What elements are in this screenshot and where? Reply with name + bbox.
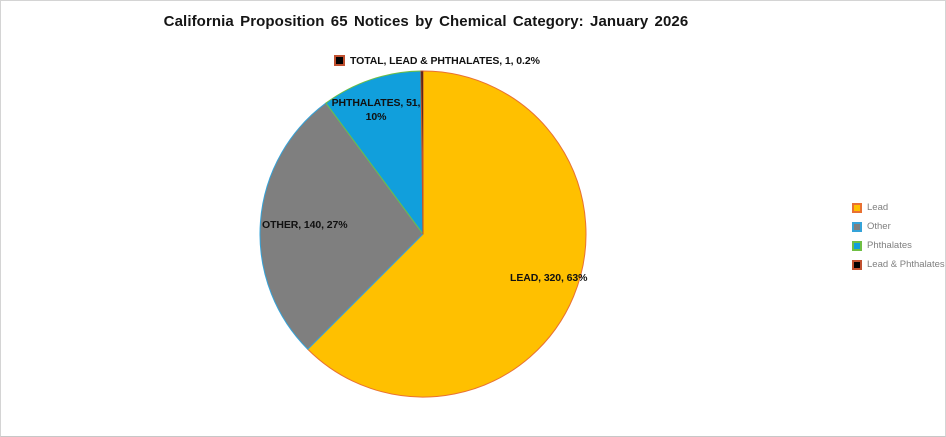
data-label-phthalates-line1: PHTHALATES, 51, <box>331 97 421 109</box>
legend-item-phthalates: Phthalates <box>852 236 945 255</box>
legend-swatch-lead-phthalates-icon <box>852 259 862 270</box>
legend-item-lead: Lead <box>852 198 945 217</box>
legend-item-lead-phthalates: Lead & Phthalates <box>852 255 945 274</box>
legend-label-other: Other <box>867 221 891 232</box>
legend-swatch-phthalates-icon <box>852 240 862 251</box>
legend-item-other: Other <box>852 217 945 236</box>
legend-swatch-lead-icon <box>852 202 862 213</box>
data-label-other: OTHER, 140, 27% <box>262 219 348 231</box>
data-label-phthalates: PHTHALATES, 51, 10% <box>326 96 426 124</box>
legend-label-lead-phthalates: Lead & Phthalates <box>867 259 945 270</box>
pie-slice-lead <box>307 70 587 398</box>
pie-slice-lead-phthalates <box>420 70 424 235</box>
legend-swatch-other-icon <box>852 221 862 232</box>
legend-key-lead-phthalates-icon <box>334 55 345 66</box>
data-label-total-text: TOTAL, LEAD & PHTHALATES, 1, 0.2% <box>350 54 540 67</box>
legend-label-lead: Lead <box>867 202 889 213</box>
legend-label-phthalates: Phthalates <box>867 240 912 251</box>
pie-slice-other <box>259 102 424 350</box>
chart-title: California Proposition 65 Notices by Che… <box>163 13 689 30</box>
data-label-total-callout: TOTAL, LEAD & PHTHALATES, 1, 0.2% <box>334 54 540 67</box>
legend: Lead Other Phthalates Lead & Phthalates <box>852 198 945 274</box>
pie-slice-phthalates <box>325 70 424 235</box>
data-label-lead: LEAD, 320, 63% <box>510 272 588 284</box>
data-label-phthalates-line2: 10% <box>365 111 387 123</box>
